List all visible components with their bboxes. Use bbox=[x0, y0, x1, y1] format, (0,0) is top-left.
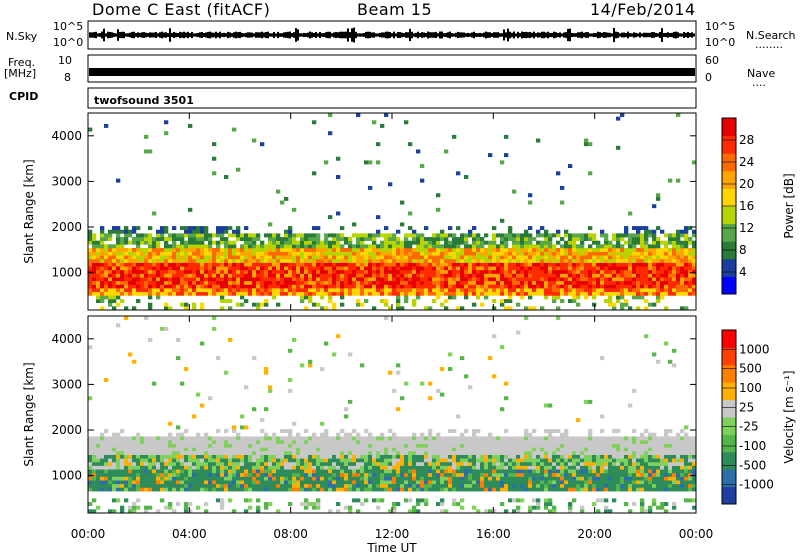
freq-label: Freq. bbox=[8, 56, 36, 69]
colorbar-tick-label: 500 bbox=[739, 362, 762, 376]
freq-right-bottom: 0 bbox=[705, 71, 712, 84]
colorbar-swatch bbox=[722, 223, 736, 242]
x-tick-label: 16:00 bbox=[476, 527, 511, 541]
colorbar-swatch bbox=[722, 417, 736, 435]
colorbar-swatch bbox=[722, 364, 736, 383]
cpid-panel-frame bbox=[87, 87, 697, 109]
colorbar-tick-label: 24 bbox=[739, 155, 754, 169]
x-tick-label: 20:00 bbox=[577, 527, 612, 541]
colorbar-tick-label: 20 bbox=[739, 177, 754, 191]
y-axis-label: Slant Range [km] bbox=[22, 362, 36, 466]
x-axis-label: Time UT bbox=[366, 541, 417, 554]
x-tick-label: 00:00 bbox=[679, 527, 714, 541]
power-colorbar: 28 24 20 16 12 8 4 Power [dB] bbox=[721, 117, 796, 295]
y-tick-label: 4000 bbox=[51, 332, 82, 346]
colorbar-swatch bbox=[722, 170, 736, 189]
nsearch-dots: ........ bbox=[755, 38, 783, 51]
colorbar-tick-label: 28 bbox=[739, 133, 754, 147]
noise-left-bottom: 10^0 bbox=[53, 36, 84, 49]
cpid-text: twofsound 3501 bbox=[94, 94, 194, 107]
noise-trace bbox=[89, 27, 695, 43]
colorbar-label: Velocity [m s⁻¹] bbox=[782, 370, 796, 463]
nsearch-label: N.Search bbox=[746, 29, 796, 42]
date-title: 14/Feb/2014 bbox=[590, 0, 696, 19]
freq-left-top: 10 bbox=[58, 54, 72, 67]
colorbar-tick-label: -100 bbox=[739, 439, 766, 453]
power-heatmap bbox=[88, 113, 697, 311]
y-axis-label: Slant Range [km] bbox=[22, 159, 36, 263]
colorbar-swatch bbox=[722, 469, 736, 488]
nave-dots: .... bbox=[752, 76, 766, 89]
colorbar-swatch bbox=[722, 135, 736, 154]
nsky-label: N.Sky bbox=[6, 30, 38, 43]
colorbar-swatch bbox=[722, 330, 736, 348]
colorbar-tick-label: 4 bbox=[739, 265, 747, 279]
noise-left-top: 10^5 bbox=[53, 20, 84, 33]
y-tick-label: 4000 bbox=[51, 129, 82, 143]
noise-panel-frame bbox=[87, 20, 697, 50]
colorbar-tick-label: -500 bbox=[739, 458, 766, 472]
x-tick-label: 00:00 bbox=[71, 527, 106, 541]
freq-panel-frame bbox=[87, 54, 697, 83]
colorbar-swatch bbox=[722, 258, 736, 277]
nave-label: Nave bbox=[747, 67, 776, 80]
colorbar-swatch bbox=[722, 188, 736, 207]
velocity-heatmap bbox=[88, 316, 697, 514]
y-tick-label: 1000 bbox=[51, 266, 82, 280]
noise-right-bottom: 10^0 bbox=[705, 36, 736, 49]
colorbar-tick-label: 25 bbox=[739, 400, 754, 414]
freq-right-top: 60 bbox=[705, 54, 719, 67]
beam-title: Beam 15 bbox=[357, 0, 433, 19]
mhz-label: [MHz] bbox=[4, 67, 37, 80]
y-tick-label: 2000 bbox=[51, 423, 82, 437]
colorbar-tick-label: 100 bbox=[739, 381, 762, 395]
y-tick-label: 3000 bbox=[51, 377, 82, 391]
y-tick-label: 1000 bbox=[51, 469, 82, 483]
colorbar-tick-label: -1000 bbox=[739, 478, 774, 492]
freq-left-bottom: 8 bbox=[64, 71, 71, 84]
colorbar-tick-label: 1000 bbox=[739, 342, 770, 356]
colorbar-swatch bbox=[722, 486, 736, 505]
colorbar-swatch bbox=[722, 118, 736, 137]
velocity-colorbar: 1000 500 100 25 -25 -100 -500 -1000 Velocity [m … bbox=[721, 329, 796, 505]
noise-right-top: 10^5 bbox=[705, 20, 736, 33]
colorbar-tick-label: 12 bbox=[739, 221, 754, 235]
colorbar-swatch bbox=[722, 399, 736, 418]
colorbar-swatch bbox=[722, 206, 736, 225]
x-tick-label: 12:00 bbox=[375, 527, 410, 541]
colorbar-tick-label: 8 bbox=[739, 243, 747, 257]
cpid-label: CPID bbox=[9, 90, 39, 103]
colorbar-swatch bbox=[722, 382, 736, 401]
station-title: Dome C East (fitACF) bbox=[92, 0, 271, 19]
colorbar-label: Power [dB] bbox=[782, 173, 796, 238]
colorbar-tick-label: -25 bbox=[739, 420, 759, 434]
y-tick-label: 3000 bbox=[51, 174, 82, 188]
colorbar-swatch bbox=[722, 434, 736, 453]
x-tick-label: 08:00 bbox=[273, 527, 308, 541]
freq-trace bbox=[89, 68, 695, 76]
colorbar-swatch bbox=[722, 276, 736, 295]
x-tick-label: 04:00 bbox=[172, 527, 207, 541]
colorbar-swatch bbox=[722, 451, 736, 470]
colorbar-tick-label: 16 bbox=[739, 199, 754, 213]
y-tick-label: 2000 bbox=[51, 220, 82, 234]
axes: 00:00 04:00 08:00 12:00 16:00 20:00 00:00 Time … bbox=[22, 113, 713, 554]
colorbar-swatch bbox=[722, 347, 736, 366]
